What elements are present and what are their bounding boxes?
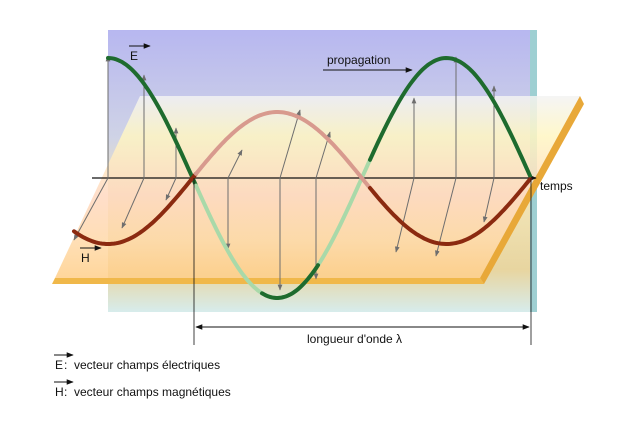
h-wave-start: [72, 171, 198, 246]
time-axis-label: temps: [540, 179, 573, 193]
propagation-indicator: propagation: [323, 53, 413, 73]
h-field-label: H: [80, 245, 102, 265]
wavelength-dimension: longueur d'onde λ: [193, 178, 532, 347]
e-wave-solid-trough: [260, 263, 320, 300]
legend-e-text: : vecteur champs électriques: [64, 358, 220, 372]
h-wave-end: [368, 177, 532, 246]
legend-h-entry: H : vecteur champs magnétiques: [54, 379, 231, 399]
legend-e-symbol: E: [55, 358, 63, 372]
horizontal-plane: [52, 96, 584, 284]
wavelength-label: longueur d'onde λ: [307, 332, 402, 346]
e-field-label: E: [129, 43, 151, 63]
h-field-vectors: [73, 109, 495, 257]
e-wave-solid-end: [368, 55, 532, 178]
h-field-label-text: H: [81, 251, 90, 265]
legend-h-symbol: H: [55, 385, 64, 399]
propagation-label: propagation: [327, 53, 390, 67]
legend-e-entry: E : vecteur champs électriques: [54, 352, 220, 372]
e-field-wave: [106, 55, 532, 300]
h-field-wave: [72, 110, 532, 246]
legend-h-text: : vecteur champs magnétiques: [64, 385, 231, 399]
e-wave-solid-start: [106, 56, 198, 188]
h-wave-faded: [194, 110, 372, 190]
e-field-label-text: E: [130, 49, 138, 63]
legend: E : vecteur champs électriques H : vecte…: [54, 352, 231, 399]
